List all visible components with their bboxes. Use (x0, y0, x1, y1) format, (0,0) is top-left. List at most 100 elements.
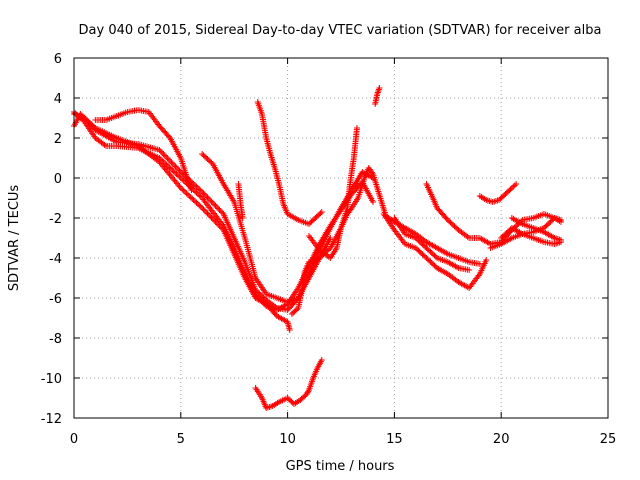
data-point (161, 152, 168, 159)
data-point (217, 224, 224, 231)
x-tick-label: 5 (177, 432, 185, 447)
data-point (219, 209, 226, 216)
data-point (80, 113, 87, 120)
data-point (327, 235, 334, 241)
data-point (207, 197, 214, 204)
data-point (196, 186, 203, 193)
y-tick-label: -8 (49, 332, 62, 347)
data-point (192, 182, 199, 189)
data-point (200, 190, 207, 197)
x-tick-label: 20 (493, 432, 510, 447)
data-point (199, 189, 206, 195)
data-point (180, 187, 187, 194)
data-point (208, 198, 215, 205)
data-point (216, 222, 223, 229)
data-points (71, 85, 565, 411)
data-point (216, 206, 223, 213)
data-point (376, 85, 383, 91)
data-point (180, 177, 187, 184)
data-point (318, 357, 325, 363)
y-tick-label: 4 (54, 92, 62, 107)
data-point (169, 167, 176, 173)
data-point (82, 116, 89, 123)
data-point (169, 160, 176, 167)
data-point (183, 190, 190, 197)
data-point (305, 388, 312, 395)
data-point (212, 202, 219, 209)
data-point (197, 193, 204, 200)
x-tick-label: 0 (70, 432, 78, 447)
data-point (318, 209, 325, 215)
series-track-k (348, 165, 483, 267)
y-tick-label: -10 (41, 372, 62, 387)
data-point (201, 191, 208, 198)
data-point (194, 201, 201, 207)
data-point (432, 253, 439, 260)
data-point (196, 202, 203, 209)
data-point (215, 221, 222, 228)
data-point (212, 218, 219, 225)
data-point (167, 158, 174, 164)
data-point (177, 185, 184, 191)
plot-frame (73, 57, 609, 419)
data-point (156, 147, 163, 153)
data-point (159, 149, 166, 156)
data-point (215, 205, 222, 212)
data-point (81, 114, 88, 121)
data-point (208, 214, 215, 221)
data-point (558, 237, 565, 243)
data-point (91, 123, 98, 130)
data-point (193, 189, 200, 196)
data-point (164, 163, 171, 169)
data-point (196, 192, 203, 199)
data-point (179, 170, 186, 177)
y-tick-label: -6 (49, 292, 62, 307)
data-point (77, 111, 84, 117)
data-point (179, 176, 186, 183)
data-point (89, 122, 96, 129)
data-point (204, 210, 211, 217)
data-point (508, 185, 515, 191)
series-track-m (391, 215, 473, 273)
y-tick-label: 6 (54, 52, 62, 67)
data-point (370, 199, 377, 205)
series-track-i (305, 205, 355, 261)
data-point (483, 257, 490, 263)
data-point (466, 267, 473, 273)
x-tick-label: 10 (279, 432, 296, 447)
data-point (209, 200, 216, 206)
data-point (190, 197, 197, 203)
data-point (304, 389, 311, 396)
data-point (211, 217, 218, 224)
series-track-r (476, 181, 520, 205)
data-point (85, 118, 92, 125)
data-point (157, 148, 164, 155)
data-point (165, 156, 172, 163)
y-tick-label: -2 (49, 212, 62, 227)
data-point (200, 206, 207, 213)
data-point (204, 194, 211, 201)
x-axis-label: GPS time / hours (286, 459, 395, 474)
data-point (163, 153, 170, 160)
y-tick-label: -4 (49, 252, 62, 267)
axis-ticks: 0 5 10 15 20 25 -12 -10 -8 -6 -4 -2 0 2 4 6 (41, 52, 617, 447)
series-track-g (254, 99, 325, 227)
data-point (217, 208, 224, 215)
series-track-l (380, 211, 490, 291)
data-point (175, 166, 182, 173)
data-point (170, 168, 177, 175)
data-point (173, 164, 180, 171)
data-point (197, 203, 204, 210)
series-track-s (508, 215, 565, 243)
data-point (179, 186, 186, 193)
x-tick-label: 15 (386, 432, 403, 447)
data-point (205, 195, 212, 202)
y-tick-label: 0 (54, 172, 62, 187)
data-point (207, 213, 214, 220)
data-point (88, 121, 95, 128)
x-tick-label: 25 (600, 432, 617, 447)
data-point (209, 216, 216, 222)
data-point (558, 219, 565, 225)
data-point (197, 187, 204, 194)
data-point (190, 181, 197, 187)
